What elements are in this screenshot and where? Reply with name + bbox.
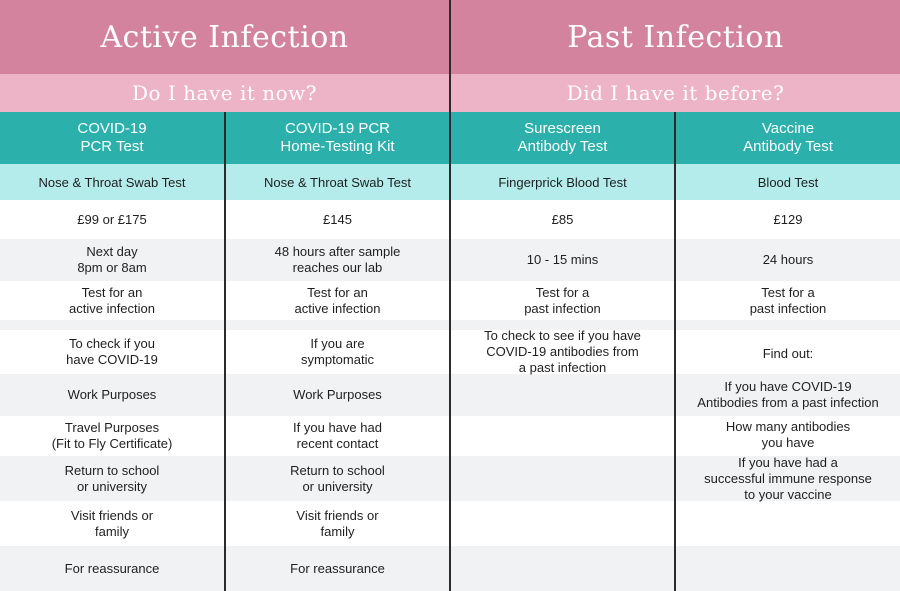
active-infection-subtitle: Do I have it now? xyxy=(0,74,449,112)
table-cell: Return to school or university xyxy=(290,462,385,494)
table-cell: Work Purposes xyxy=(293,387,382,402)
table-cell: Travel Purposes (Fit to Fly Certificate) xyxy=(51,420,173,451)
test-type-cell: Blood Test xyxy=(676,164,900,200)
table-cell xyxy=(451,456,674,501)
table-cell xyxy=(451,416,674,456)
table-cell: 48 hours after sample reaches our lab xyxy=(274,244,401,275)
table-cell: Test for an active infection xyxy=(294,284,381,316)
active-infection-title: Active Infection xyxy=(0,0,449,74)
table-cell: To check to see if you have COVID-19 ant… xyxy=(484,328,641,375)
table-cell: Test for an active infection xyxy=(69,284,155,316)
table-cell: To check if you have COVID-19 xyxy=(66,336,158,367)
table-cell: Visit friends or family xyxy=(70,507,154,539)
table-cell: Visit friends or family xyxy=(296,507,379,539)
table-cell: For reassurance xyxy=(290,560,385,576)
section-divider xyxy=(449,0,451,591)
column-header-pcr-test: COVID-19 PCR Test xyxy=(0,112,224,164)
table-cell: Test for a past infection xyxy=(749,284,827,316)
table-cell: Work Purposes xyxy=(67,387,157,402)
column-divider xyxy=(224,112,226,591)
column-header-pcr-home-kit: COVID-19 PCR Home-Testing Kit xyxy=(226,112,449,164)
table-cell xyxy=(676,501,900,546)
table-cell: £145 xyxy=(323,211,352,227)
table-cell: Find out: xyxy=(762,346,814,361)
table-cell: Test for a past infection xyxy=(524,284,601,316)
column-header-surescreen-antibody: Surescreen Antibody Test xyxy=(451,112,674,164)
table-cell: Return to school or university xyxy=(64,462,160,494)
table-cell: Next day 8pm or 8am xyxy=(77,244,147,275)
test-type-cell: Nose & Throat Swab Test xyxy=(226,164,449,200)
table-cell: 10 - 15 mins xyxy=(526,252,599,267)
table-cell: £99 or £175 xyxy=(77,211,147,227)
table-cell xyxy=(451,546,674,591)
column-header-vaccine-antibody: Vaccine Antibody Test xyxy=(676,112,900,164)
table-cell: How many antibodies you have xyxy=(725,419,851,450)
table-cell: £85 xyxy=(551,211,574,227)
column-divider xyxy=(674,112,676,591)
table-cell xyxy=(676,546,900,591)
table-cell: If you have COVID-19 Antibodies from a p… xyxy=(697,379,879,410)
table-cell: If you have had recent contact xyxy=(293,420,382,451)
table-cell xyxy=(451,374,674,416)
table-cell: If you have had a successful immune resp… xyxy=(704,455,872,502)
table-cell: £129 xyxy=(773,211,803,227)
past-infection-title: Past Infection xyxy=(451,0,900,74)
test-type-cell: Fingerprick Blood Test xyxy=(451,164,674,200)
table-cell: 24 hours xyxy=(762,252,814,267)
table-cell: For reassurance xyxy=(64,560,160,576)
table-cell: If you are symptomatic xyxy=(301,336,374,367)
past-infection-subtitle: Did I have it before? xyxy=(451,74,900,112)
table-cell xyxy=(451,501,674,546)
test-type-cell: Nose & Throat Swab Test xyxy=(0,164,224,200)
